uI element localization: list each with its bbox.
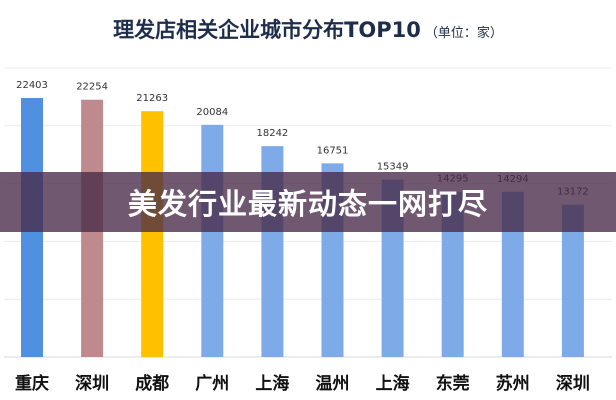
chart-title: 理发店相关企业城市分布TOP10 （单位：家） [0,14,616,44]
data-label-7: 15349 [377,162,409,173]
data-label-4: 20084 [196,107,228,118]
x-tick-label-6: 温州 [316,374,350,394]
x-tick-label-1: 重庆 [15,373,49,394]
data-label-3: 21263 [136,93,168,104]
banner-text: 美发行业最新动态一网打尽 [127,187,488,221]
bar-10 [561,204,584,357]
x-tick-label-4: 广州 [195,373,229,394]
chart-unit: （单位：家） [424,26,503,41]
data-label-5: 18242 [256,128,288,139]
x-tick-label-10: 深圳 [556,373,590,394]
bar-4 [201,124,224,358]
x-tick-label-7: 上海 [376,373,410,394]
data-label-6: 16751 [317,145,349,156]
bar-3 [141,111,164,357]
x-tick-label-5: 上海 [255,373,289,394]
x-tick-label-3: 成都 [135,373,169,394]
chart-title-main: 理发店相关企业城市分布TOP10 [113,18,421,42]
data-label-2: 22254 [76,82,108,93]
x-tick-label-8: 东莞 [436,373,470,394]
data-label-1: 22403 [16,80,48,91]
x-tick-label-2: 深圳 [75,373,109,394]
bar-8 [441,191,464,357]
x-tick-label-9: 苏州 [496,373,530,394]
overlay-banner: 美发行业最新动态一网打尽 [0,172,616,232]
bar-9 [501,191,524,357]
